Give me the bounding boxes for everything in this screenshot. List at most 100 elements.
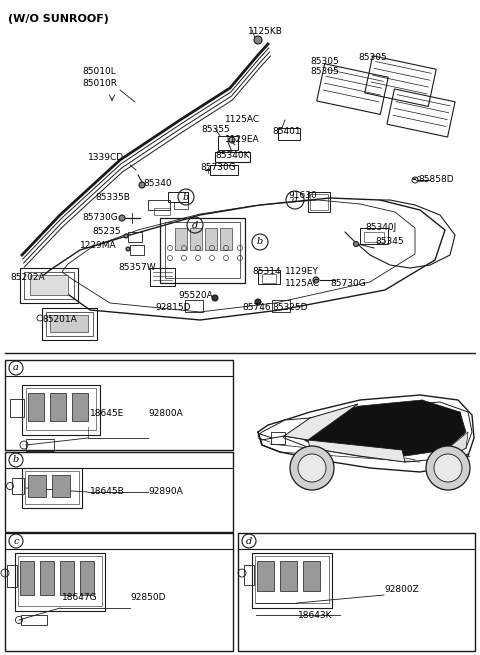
- Bar: [255, 556, 329, 603]
- Polygon shape: [446, 432, 468, 458]
- Bar: [46, 312, 93, 336]
- Bar: [215, 152, 250, 162]
- Text: 85010L: 85010L: [82, 67, 116, 77]
- Text: 85355: 85355: [201, 126, 230, 134]
- Circle shape: [229, 137, 235, 143]
- Bar: [20, 561, 34, 595]
- Text: 18645B: 18645B: [90, 487, 125, 496]
- Bar: [22, 385, 100, 435]
- Polygon shape: [295, 400, 466, 456]
- Bar: [257, 561, 274, 591]
- Text: 85335B: 85335B: [95, 193, 130, 202]
- Text: 1129EY: 1129EY: [285, 267, 319, 276]
- Text: a: a: [13, 364, 19, 373]
- Bar: [5, 452, 233, 532]
- Text: 85730G: 85730G: [82, 214, 118, 223]
- Circle shape: [353, 242, 359, 246]
- Bar: [7, 565, 17, 587]
- Bar: [12, 478, 24, 494]
- Text: 1339CD: 1339CD: [88, 153, 124, 162]
- Circle shape: [124, 234, 128, 238]
- Bar: [22, 468, 82, 508]
- Text: 85858D: 85858D: [418, 176, 454, 185]
- Bar: [148, 200, 170, 210]
- Text: 1229MA: 1229MA: [80, 242, 117, 250]
- Text: 85305: 85305: [358, 54, 387, 62]
- Text: 92800Z: 92800Z: [384, 586, 419, 595]
- Text: 91630: 91630: [288, 191, 317, 200]
- Circle shape: [212, 295, 218, 301]
- Bar: [72, 393, 88, 421]
- Bar: [387, 89, 455, 137]
- Bar: [238, 533, 475, 651]
- Bar: [244, 565, 254, 585]
- Bar: [80, 561, 94, 595]
- Text: 92815D: 92815D: [155, 303, 191, 312]
- Bar: [364, 232, 384, 242]
- Polygon shape: [258, 418, 310, 440]
- Text: 85357W: 85357W: [118, 263, 156, 272]
- Bar: [5, 533, 233, 651]
- Bar: [5, 360, 233, 450]
- Bar: [168, 192, 188, 202]
- Polygon shape: [284, 404, 358, 440]
- Bar: [218, 136, 238, 150]
- Bar: [310, 194, 328, 210]
- Text: 18643K: 18643K: [298, 610, 333, 620]
- Text: c: c: [13, 536, 19, 546]
- Bar: [205, 228, 217, 250]
- Bar: [25, 471, 79, 504]
- Bar: [154, 208, 170, 215]
- Text: 85730G: 85730G: [200, 164, 236, 172]
- Text: 1129EA: 1129EA: [225, 136, 260, 145]
- Bar: [20, 268, 78, 303]
- Bar: [42, 308, 97, 340]
- Bar: [271, 432, 285, 444]
- Text: 85201A: 85201A: [42, 316, 77, 324]
- Bar: [262, 274, 276, 283]
- Text: 85746: 85746: [242, 303, 271, 312]
- Bar: [24, 272, 74, 299]
- Bar: [10, 399, 24, 417]
- Bar: [160, 218, 245, 283]
- Text: 85305: 85305: [310, 58, 339, 67]
- Text: a: a: [292, 195, 298, 204]
- Text: d: d: [246, 536, 252, 546]
- Text: 85340: 85340: [143, 179, 172, 187]
- Bar: [258, 270, 280, 284]
- Circle shape: [426, 446, 470, 490]
- Bar: [28, 475, 46, 497]
- Bar: [130, 245, 144, 255]
- Text: 85010R: 85010R: [82, 79, 117, 88]
- Text: 85340K: 85340K: [215, 151, 250, 160]
- Text: 85235: 85235: [92, 227, 120, 236]
- Circle shape: [254, 36, 262, 44]
- Text: b: b: [257, 238, 263, 246]
- Circle shape: [434, 454, 462, 482]
- Polygon shape: [308, 440, 405, 462]
- Text: 85202A: 85202A: [10, 274, 45, 282]
- Text: 85340J: 85340J: [365, 223, 396, 233]
- Bar: [26, 388, 96, 430]
- Bar: [210, 165, 238, 175]
- Bar: [272, 300, 290, 312]
- Text: 1125KB: 1125KB: [248, 28, 283, 37]
- Bar: [308, 192, 330, 212]
- Text: (W/O SUNROOF): (W/O SUNROOF): [8, 14, 109, 24]
- Text: b: b: [183, 193, 189, 202]
- Text: 85305: 85305: [310, 67, 339, 77]
- Bar: [252, 553, 332, 608]
- Circle shape: [126, 247, 130, 251]
- Circle shape: [119, 215, 125, 221]
- Bar: [52, 475, 70, 497]
- Bar: [26, 439, 54, 451]
- Bar: [190, 228, 202, 250]
- Bar: [174, 202, 188, 209]
- Text: 95520A: 95520A: [178, 291, 213, 301]
- Text: 1125AC: 1125AC: [285, 280, 320, 288]
- Text: 92890A: 92890A: [148, 487, 183, 496]
- Text: 85314: 85314: [252, 267, 281, 276]
- Bar: [220, 228, 232, 250]
- Text: 18645E: 18645E: [90, 409, 124, 417]
- Circle shape: [139, 182, 145, 188]
